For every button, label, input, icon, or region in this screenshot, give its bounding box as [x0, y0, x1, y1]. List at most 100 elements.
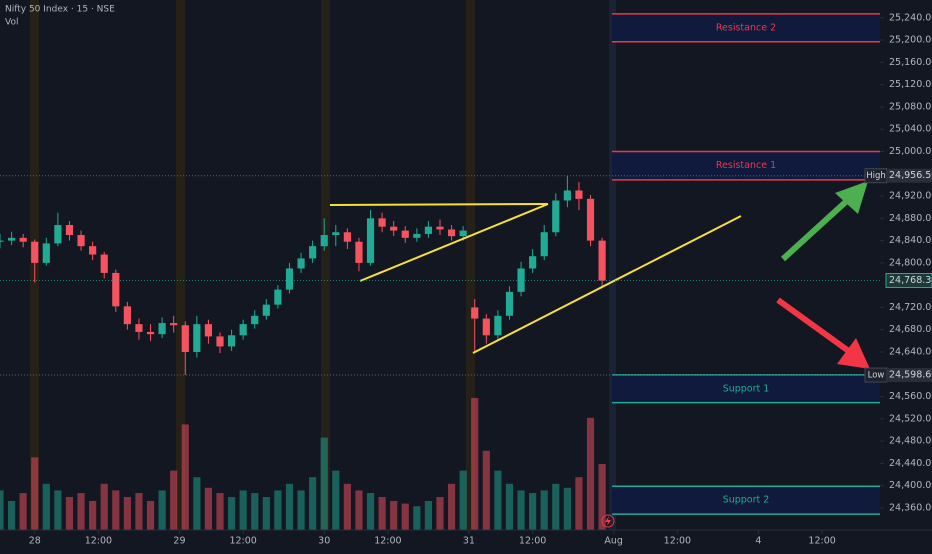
volume-bar — [181, 424, 189, 530]
candle-body — [216, 336, 224, 347]
candle-body — [7, 237, 16, 241]
volume-bar — [540, 490, 548, 530]
y-tick-label: 24,720.00 — [889, 302, 932, 313]
symbol-title: Nifty 50 Index · 15 · NSE — [5, 5, 115, 15]
volume-bar — [285, 483, 294, 530]
volume-bar — [378, 497, 386, 530]
arrow-head — [837, 338, 870, 369]
marker-price: 24,956.50 — [889, 170, 932, 181]
y-tick-label: 25,200.00 — [889, 35, 932, 46]
zone — [612, 13, 880, 42]
marker-price-box — [887, 368, 932, 383]
candle-body — [227, 335, 236, 347]
candle-body — [123, 306, 131, 325]
candle-body — [285, 268, 294, 290]
x-tick-label: 12:00 — [519, 536, 546, 547]
candle-body — [181, 325, 189, 352]
x-tick-label: 28 — [29, 536, 41, 547]
zone-label: Support 2 — [723, 495, 770, 506]
arrow-down — [776, 297, 852, 355]
candle-body — [517, 268, 525, 292]
volume-bar — [19, 493, 27, 530]
candle-body — [413, 233, 421, 238]
y-tick-label: 24,680.00 — [889, 324, 932, 335]
y-tick-label: 24,560.00 — [889, 391, 932, 402]
candles — [0, 175, 606, 376]
arrow-head — [835, 181, 868, 214]
candle-body — [586, 198, 595, 241]
volume-bar — [262, 497, 270, 530]
y-tick-label: 24,520.00 — [889, 413, 932, 424]
x-tick-label: 31 — [463, 536, 475, 547]
volume-bar — [309, 477, 317, 530]
y-tick-label: 25,160.00 — [889, 57, 932, 68]
candle-body — [54, 225, 62, 244]
volume-bar — [146, 500, 155, 530]
volume-bar — [216, 493, 224, 530]
zone-label: Support 1 — [723, 383, 770, 394]
volume-bar — [575, 477, 583, 530]
candle-body — [297, 258, 305, 269]
volume-bar — [586, 417, 595, 530]
candle-body — [112, 272, 120, 307]
trend-line — [329, 203, 549, 206]
x-tick-label: 12:00 — [808, 536, 835, 547]
y-tick-label: 25,120.00 — [889, 79, 932, 90]
volume-bar — [100, 483, 108, 530]
candle-body — [598, 240, 606, 281]
session-break — [609, 0, 616, 530]
zone-label: Resistance 2 — [716, 22, 776, 33]
volume-bar — [459, 470, 467, 530]
candle-body — [193, 324, 201, 352]
candle-body — [146, 331, 155, 335]
volume-bar — [193, 477, 201, 530]
candle-body — [401, 230, 409, 238]
arrow-up — [780, 195, 853, 262]
candle-body — [575, 190, 583, 199]
candle-body — [204, 324, 213, 337]
volume-bar — [355, 490, 363, 530]
session-break — [321, 0, 330, 530]
alert-icon-bolt — [605, 516, 611, 526]
volume-bar — [424, 500, 433, 530]
candle-body — [135, 324, 143, 332]
candle-body — [390, 226, 398, 231]
y-tick-label: 24,400.00 — [889, 480, 932, 491]
volume-bar — [297, 490, 305, 530]
zones: Resistance 2 Resistance 1 Support 1 Support… — [612, 13, 880, 515]
volume-bar — [390, 500, 398, 530]
volume-pane — [0, 398, 606, 530]
volume-bar — [563, 487, 571, 530]
volume-bar — [494, 470, 502, 530]
candle-body — [31, 241, 39, 263]
y-tick-label: 24,920.00 — [889, 191, 932, 202]
y-tick-label: 24,640.00 — [889, 347, 932, 358]
y-tick-label: 24,360.00 — [889, 502, 932, 513]
volume-bar — [401, 503, 409, 530]
candle-body — [309, 246, 317, 259]
candle-body — [482, 318, 490, 336]
candle-body — [552, 200, 560, 233]
candle-body — [251, 315, 259, 325]
trend-line — [359, 203, 549, 282]
volume-bar — [517, 490, 525, 530]
volume-bar — [158, 490, 166, 530]
volume-bar — [447, 483, 456, 530]
alert-icon[interactable] — [601, 514, 615, 528]
volume-bar — [31, 457, 39, 530]
axes: 25,240.00 25,200.00 25,160.00 25,120.00 25,0… — [29, 12, 932, 546]
candle-body — [505, 291, 514, 316]
trend-line — [472, 215, 742, 354]
candle-body — [65, 225, 74, 236]
candle-body — [459, 230, 467, 237]
volume-bar — [123, 497, 131, 530]
volume-bar — [135, 493, 143, 530]
volume-bar — [7, 500, 16, 530]
drawings — [329, 181, 870, 369]
x-tick-label: 12:00 — [85, 536, 112, 547]
candle-body — [378, 218, 386, 227]
volume-bar — [251, 493, 259, 530]
zone — [612, 151, 880, 180]
